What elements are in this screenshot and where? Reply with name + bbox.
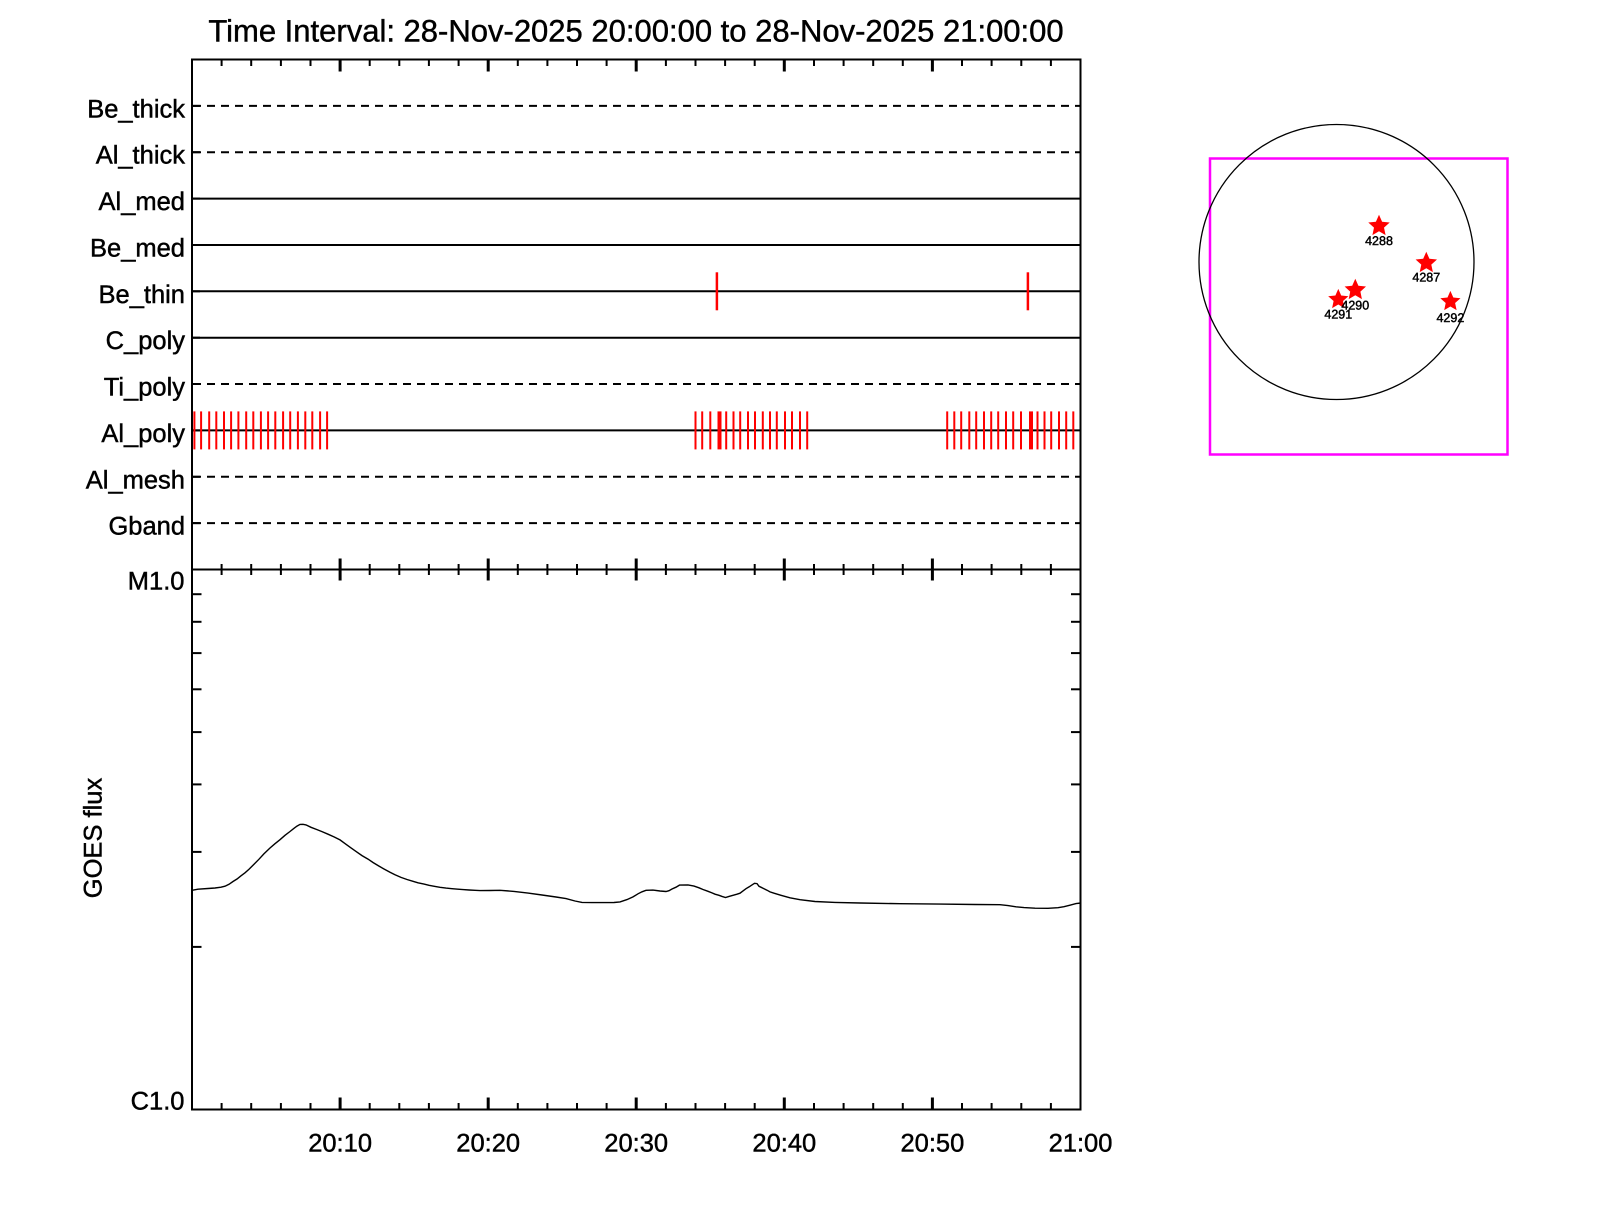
svg-text:21:00: 21:00 [1049, 1130, 1113, 1158]
svg-text:Al_thick: Al_thick [96, 142, 186, 170]
svg-text:20:30: 20:30 [604, 1130, 668, 1158]
svg-text:20:50: 20:50 [900, 1130, 964, 1158]
svg-text:Ti_poly: Ti_poly [104, 374, 186, 402]
svg-text:4291: 4291 [1324, 308, 1352, 322]
svg-text:4290: 4290 [1341, 299, 1369, 313]
svg-text:GOES flux: GOES flux [80, 778, 108, 899]
svg-text:Be_thin: Be_thin [99, 281, 186, 309]
svg-text:4287: 4287 [1412, 271, 1440, 285]
svg-text:Al_mesh: Al_mesh [86, 466, 185, 494]
svg-text:20:10: 20:10 [308, 1130, 372, 1158]
svg-text:20:20: 20:20 [456, 1130, 520, 1158]
svg-text:4292: 4292 [1436, 311, 1464, 325]
svg-text:Gband: Gband [108, 513, 185, 541]
svg-text:4288: 4288 [1365, 234, 1393, 248]
svg-text:20:40: 20:40 [752, 1130, 816, 1158]
svg-text:C1.0: C1.0 [131, 1088, 185, 1116]
svg-text:Al_med: Al_med [99, 188, 185, 216]
svg-text:M1.0: M1.0 [128, 568, 185, 596]
svg-text:Be_thick: Be_thick [87, 95, 185, 123]
svg-text:C_poly: C_poly [106, 327, 186, 355]
svg-text:Time Interval: 28-Nov-2025 20:: Time Interval: 28-Nov-2025 20:00:00 to 2… [208, 14, 1063, 49]
svg-text:Be_med: Be_med [90, 235, 185, 263]
svg-text:Al_poly: Al_poly [101, 420, 185, 448]
